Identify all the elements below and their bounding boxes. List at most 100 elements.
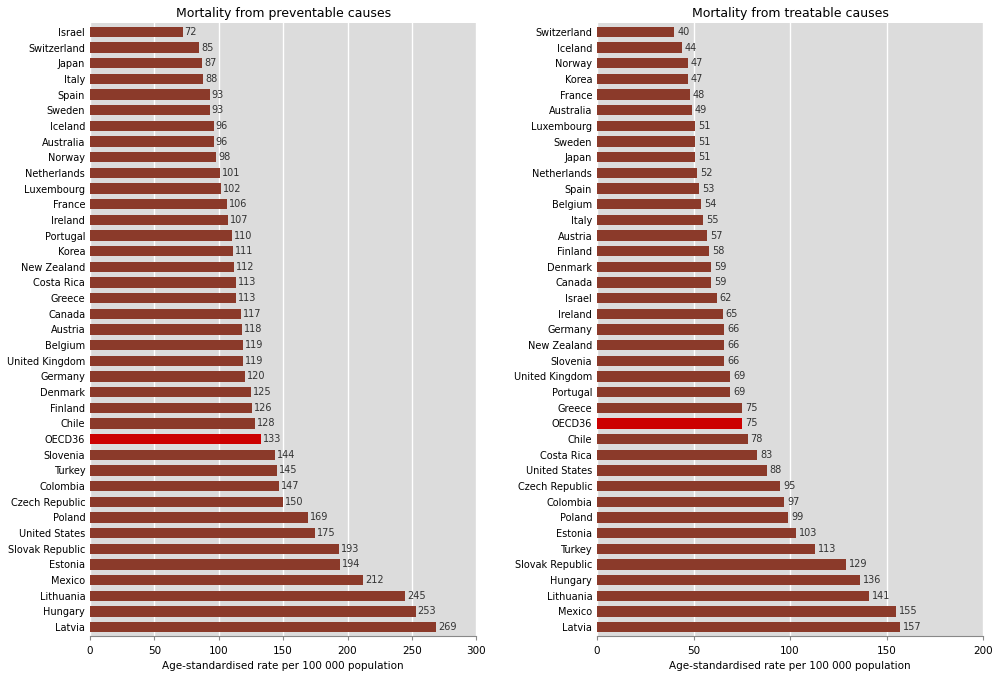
Bar xyxy=(597,591,869,601)
Text: 119: 119 xyxy=(245,340,264,350)
Text: 93: 93 xyxy=(212,105,224,115)
Text: 83: 83 xyxy=(760,450,772,460)
Bar xyxy=(90,184,221,194)
Bar xyxy=(597,121,695,131)
Bar xyxy=(90,575,363,585)
Bar xyxy=(597,356,724,366)
Bar xyxy=(597,513,788,523)
Text: 113: 113 xyxy=(237,293,256,303)
Bar xyxy=(90,74,203,84)
Bar xyxy=(90,89,210,100)
Bar xyxy=(90,622,436,632)
Bar xyxy=(90,121,214,131)
Text: 120: 120 xyxy=(246,372,265,382)
Text: 66: 66 xyxy=(727,356,740,366)
Text: 102: 102 xyxy=(223,184,242,193)
Bar xyxy=(90,465,277,475)
Text: 49: 49 xyxy=(695,105,707,115)
Text: 47: 47 xyxy=(691,74,703,84)
Text: 75: 75 xyxy=(745,418,757,428)
Bar xyxy=(90,418,255,428)
X-axis label: Age-standardised rate per 100 000 population: Age-standardised rate per 100 000 popula… xyxy=(162,661,404,671)
Bar xyxy=(90,58,202,68)
Bar xyxy=(597,136,695,146)
Bar xyxy=(90,152,216,162)
Bar xyxy=(90,591,405,601)
Text: 48: 48 xyxy=(693,89,705,100)
Text: 126: 126 xyxy=(254,403,273,413)
Text: 52: 52 xyxy=(700,168,713,178)
Text: 95: 95 xyxy=(783,481,796,491)
Bar xyxy=(90,387,251,397)
Text: 155: 155 xyxy=(899,606,918,616)
Bar xyxy=(597,215,703,225)
Text: 87: 87 xyxy=(204,58,216,68)
Text: 101: 101 xyxy=(222,168,240,178)
Text: 54: 54 xyxy=(704,199,717,210)
Bar xyxy=(597,340,724,351)
Text: 106: 106 xyxy=(228,199,247,210)
Text: 96: 96 xyxy=(216,136,228,146)
Text: 98: 98 xyxy=(218,152,230,162)
Bar xyxy=(597,387,730,397)
Text: 133: 133 xyxy=(263,434,282,444)
Text: 51: 51 xyxy=(698,136,711,146)
Bar xyxy=(90,606,416,616)
Bar xyxy=(597,27,674,37)
Text: 193: 193 xyxy=(340,544,359,554)
X-axis label: Age-standardised rate per 100 000 population: Age-standardised rate per 100 000 popula… xyxy=(669,661,911,671)
Bar xyxy=(597,324,724,334)
Bar xyxy=(90,27,183,37)
Bar xyxy=(90,324,242,334)
Bar xyxy=(597,559,846,570)
Bar xyxy=(90,262,234,272)
Text: 59: 59 xyxy=(714,277,726,287)
Bar xyxy=(90,372,245,382)
Bar xyxy=(90,497,283,507)
Text: 66: 66 xyxy=(727,340,740,350)
Text: 93: 93 xyxy=(212,89,224,100)
Text: 113: 113 xyxy=(818,544,836,554)
Bar xyxy=(597,575,860,585)
Bar xyxy=(597,450,757,460)
Text: 136: 136 xyxy=(863,575,881,585)
Bar xyxy=(90,231,232,241)
Text: 75: 75 xyxy=(745,403,757,413)
Text: 150: 150 xyxy=(285,497,304,506)
Bar xyxy=(597,43,682,53)
Bar xyxy=(597,544,815,554)
Bar xyxy=(90,136,214,146)
Bar xyxy=(90,246,233,256)
Text: 145: 145 xyxy=(279,466,297,475)
Text: 141: 141 xyxy=(872,591,891,601)
Bar xyxy=(597,184,699,194)
Text: 58: 58 xyxy=(712,246,724,256)
Text: 47: 47 xyxy=(691,58,703,68)
Bar xyxy=(597,199,701,210)
Text: 212: 212 xyxy=(365,575,384,585)
Bar xyxy=(90,434,261,444)
Text: 53: 53 xyxy=(702,184,715,193)
Text: 51: 51 xyxy=(698,121,711,131)
Bar xyxy=(90,43,199,53)
Text: 144: 144 xyxy=(277,450,296,460)
Text: 169: 169 xyxy=(310,513,328,523)
Bar xyxy=(597,246,709,256)
Bar xyxy=(597,622,900,632)
Text: 59: 59 xyxy=(714,262,726,272)
Text: 112: 112 xyxy=(236,262,255,272)
Bar xyxy=(597,277,711,287)
Bar xyxy=(597,528,796,538)
Bar xyxy=(597,481,780,491)
Bar xyxy=(597,89,690,100)
Bar xyxy=(90,356,243,366)
Bar xyxy=(90,293,236,303)
Bar xyxy=(597,465,767,475)
Text: 157: 157 xyxy=(903,622,922,632)
Bar xyxy=(597,152,695,162)
Text: 118: 118 xyxy=(244,325,262,334)
Text: 66: 66 xyxy=(727,325,740,334)
Text: 119: 119 xyxy=(245,356,264,366)
Bar xyxy=(90,167,220,178)
Text: 65: 65 xyxy=(725,308,738,319)
